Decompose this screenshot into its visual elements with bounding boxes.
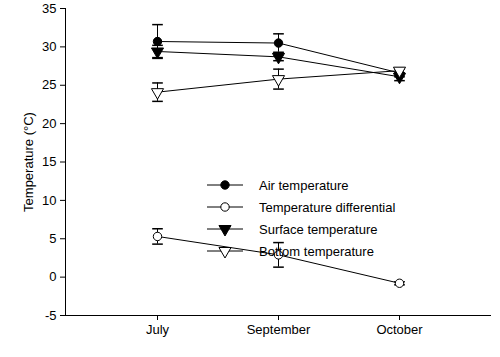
svg-text:0: 0 [49,269,56,284]
svg-text:September: September [247,322,311,337]
svg-text:October: October [376,322,423,337]
svg-text:20: 20 [42,116,56,131]
svg-text:25: 25 [42,77,56,92]
svg-text:30: 30 [42,39,56,54]
svg-text:10: 10 [42,193,56,208]
html-text:Bottom temperature: Bottom temperature [259,243,374,259]
html-text:Surface temperature: Surface temperature [259,221,378,237]
html-text:Air temperature: Air temperature [259,177,349,193]
html-text:Temperature differential: Temperature differential [259,199,396,215]
svg-text:July: July [146,322,170,337]
svg-text:-5: -5 [45,308,57,323]
svg-text:35: 35 [42,1,56,16]
svg-text:5: 5 [49,231,56,246]
svg-text:15: 15 [42,154,56,169]
svg-text:Temperature (°C): Temperature (°C) [21,112,36,212]
